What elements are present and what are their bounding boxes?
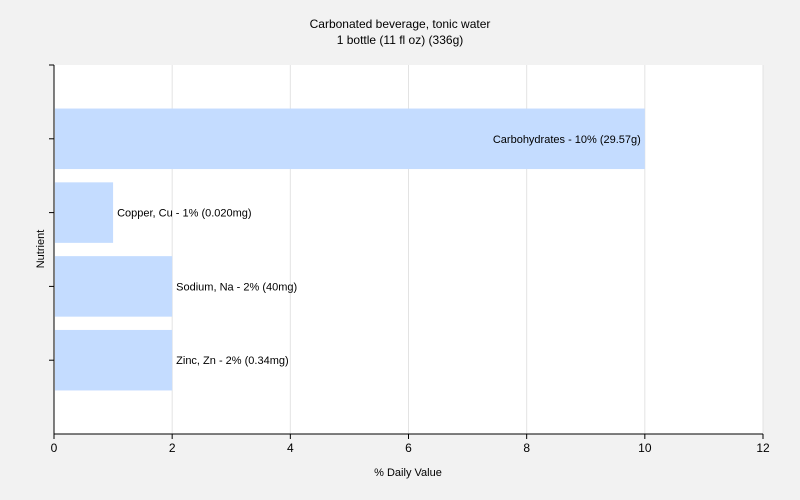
y-axis-label: Nutrient [35, 230, 47, 269]
x-tick-label: 6 [405, 441, 412, 455]
bars: Carbohydrates - 10% (29.57g) Copper, Cu -… [55, 108, 645, 391]
x-tick-label: 2 [169, 441, 176, 455]
bar [55, 329, 173, 391]
x-tick-label: 8 [523, 441, 530, 455]
bar-label: Carbohydrates - 10% (29.57g) [493, 134, 641, 146]
chart-subtitle: 1 bottle (11 fl oz) (336g) [337, 33, 464, 47]
chart-title: Carbonated beverage, tonic water [310, 17, 491, 31]
x-axis-label: % Daily Value [374, 467, 442, 479]
x-tick-label: 12 [756, 441, 770, 455]
bar-label: Zinc, Zn - 2% (0.34mg) [176, 355, 288, 367]
bar [55, 182, 114, 243]
x-tick-label: 0 [51, 441, 58, 455]
bar [55, 108, 645, 170]
bar-label: Sodium, Na - 2% (40mg) [176, 281, 297, 293]
bar [55, 256, 173, 317]
axes: 0 2 4 6 8 10 12 [49, 64, 770, 455]
bar-label: Copper, Cu - 1% (0.020mg) [117, 208, 252, 220]
x-tick-label: 4 [287, 441, 294, 455]
x-tick-label: 10 [638, 441, 652, 455]
